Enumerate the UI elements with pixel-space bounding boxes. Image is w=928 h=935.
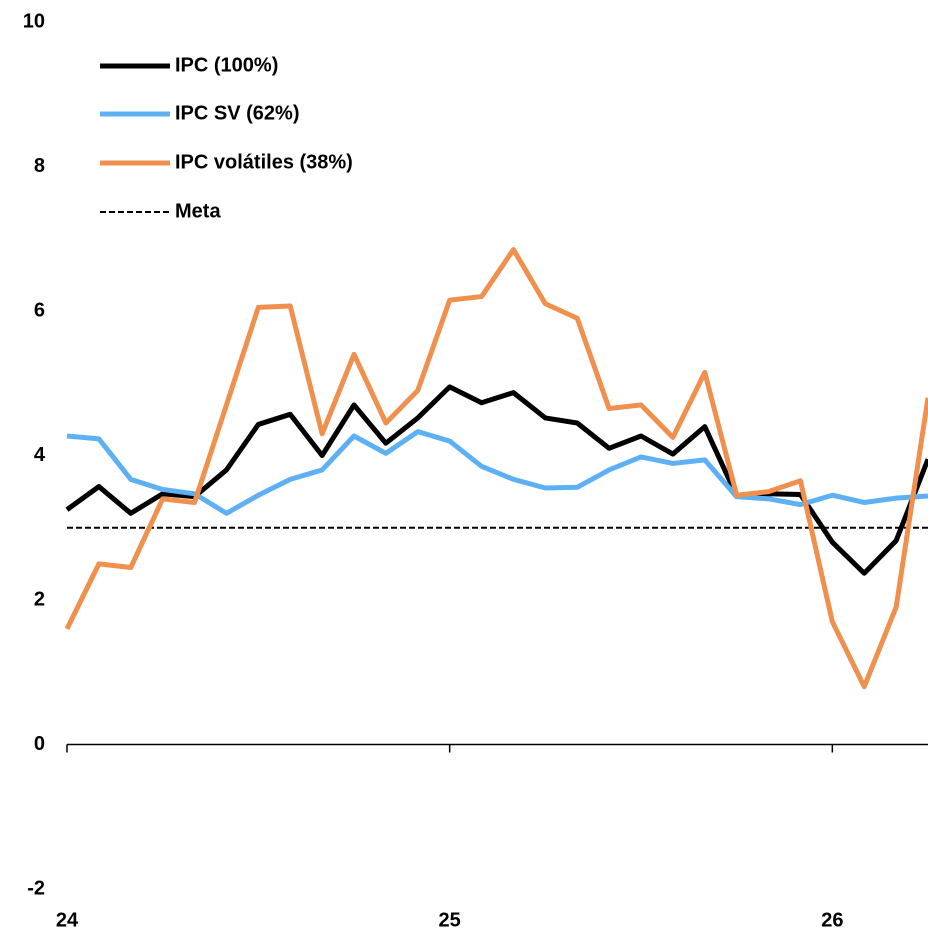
series-line [64,247,928,690]
y-tick-label: 6 [34,299,45,321]
y-tick-label: 4 [34,444,46,466]
y-tick-label: 2 [34,588,45,610]
y-tick-label: -2 [27,877,45,899]
series-line [66,429,928,516]
y-tick-label: 10 [23,10,45,32]
legend-label: IPC volátiles (38%) [175,151,353,173]
y-tick-label: 8 [34,155,45,177]
legend-label: IPC (100%) [175,54,278,76]
legend-label: IPC SV (62%) [175,102,299,124]
y-tick-label: 0 [34,733,45,755]
legend-label: Meta [175,200,221,222]
x-tick-label: 26 [821,909,843,931]
x-tick-label: 25 [439,909,461,931]
series-line [65,384,928,576]
x-tick-label: 24 [56,909,79,931]
